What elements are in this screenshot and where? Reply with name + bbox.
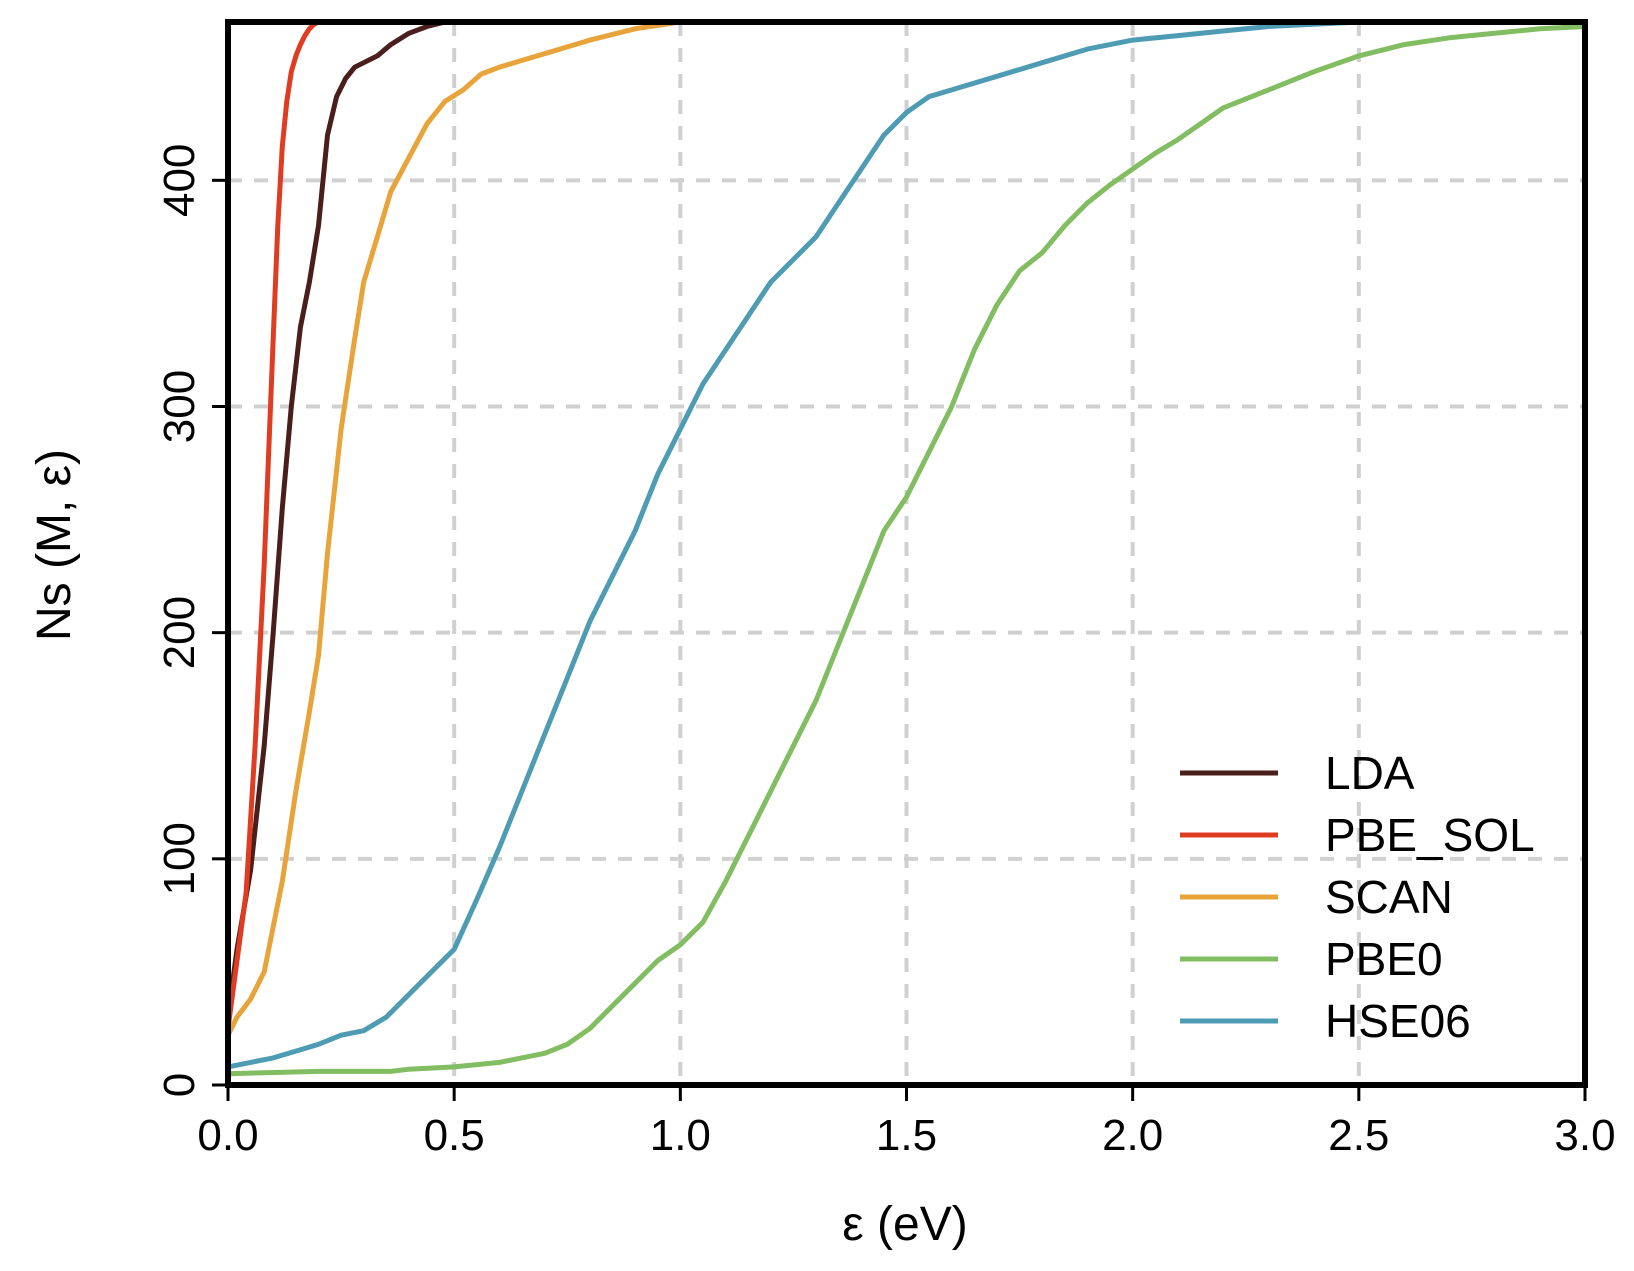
x-tick-label: 0.5 [424, 1111, 485, 1160]
y-tick-label: 100 [155, 822, 204, 895]
legend-label-hse06: HSE06 [1325, 995, 1471, 1047]
y-axis: 0 100 200 300 400 [155, 144, 228, 1097]
y-tick-label: 300 [155, 370, 204, 443]
series-layer [225, 19, 1588, 1077]
legend-label-scan: SCAN [1325, 871, 1453, 923]
x-tick-label: 2.0 [1102, 1111, 1163, 1160]
series-line-lda [225, 19, 480, 1020]
grid-lines [228, 22, 1585, 1085]
x-tick-label: 1.5 [876, 1111, 937, 1160]
x-axis-title: ε (eV) [842, 1198, 967, 1251]
y-tick-label: 200 [155, 596, 204, 669]
y-axis-title: Ns (M, ε) [28, 449, 81, 641]
legend: LDA PBE_SOL SCAN PBE0 HSE06 [1180, 747, 1535, 1047]
x-tick-label: 1.0 [650, 1111, 711, 1160]
x-tick-label: 2.5 [1328, 1111, 1389, 1160]
series-line-hse06 [225, 19, 1588, 1070]
series-line-pbe0 [225, 24, 1588, 1077]
x-tick-label: 3.0 [1554, 1111, 1615, 1160]
y-tick-label: 0 [155, 1073, 204, 1097]
x-tick-label: 0.0 [197, 1111, 258, 1160]
legend-label-pbe0: PBE0 [1325, 933, 1443, 985]
x-axis: 0.0 0.5 1.0 1.5 2.0 2.5 3.0 [197, 1085, 1616, 1160]
legend-label-lda: LDA [1325, 747, 1415, 799]
series-line-scan [225, 19, 796, 1038]
y-tick-label: 400 [155, 144, 204, 217]
legend-label-pbe-sol: PBE_SOL [1325, 809, 1535, 861]
